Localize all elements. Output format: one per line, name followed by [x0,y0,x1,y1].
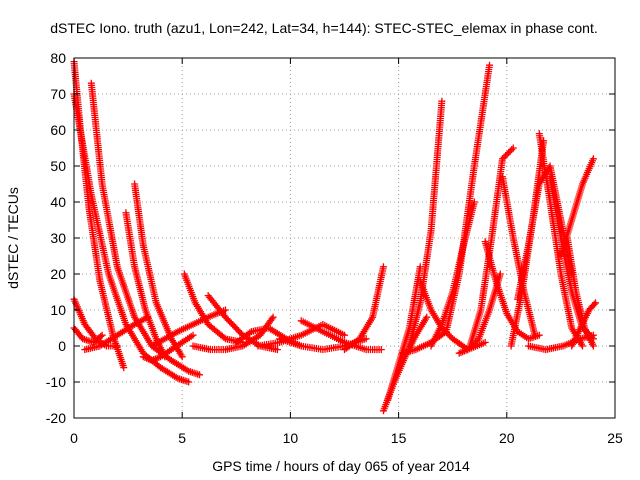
x-tick-label: 0 [70,430,78,446]
data-point [189,331,197,339]
y-tick-label: 70 [50,86,66,102]
y-tick-label: 40 [50,194,66,210]
data-point [503,150,511,158]
y-tick-label: 80 [50,50,66,66]
data-arc-5 [70,324,106,346]
data-point [341,331,348,339]
data-point [441,327,449,335]
data-point [113,342,121,350]
data-point [438,97,446,105]
y-axis-label: dSTEC / TECUs [5,187,21,289]
data-point [423,313,431,321]
y-tick-labels: -20 -10 0 10 20 30 40 50 60 70 80 [46,50,66,426]
data-point [579,342,587,350]
data-point [485,61,493,69]
x-tick-label: 20 [499,430,515,446]
data-point [196,371,204,379]
data-point [444,330,452,338]
data-arc-27 [481,238,543,343]
data-point [446,332,454,340]
data-point [500,153,508,161]
data-arc-20 [384,263,424,404]
data-point [443,329,451,337]
y-tick-label: 10 [50,302,66,318]
data-point [508,146,516,154]
data-arc-36 [524,331,597,354]
data-arc-9 [139,331,197,364]
data-point [589,155,597,163]
data-point [379,263,387,271]
data-arc-1 [70,58,128,372]
y-tick-label: 0 [58,338,66,354]
data-point [362,335,370,343]
data-point [496,270,504,278]
data-point [589,331,597,339]
data-arc-28 [498,173,539,339]
data-point [505,149,513,157]
data-point [592,299,600,307]
data-point [268,315,276,323]
data-arc-23 [427,198,478,350]
data-point [509,144,517,152]
data-point [589,342,597,350]
data-arc-11 [180,270,247,346]
data-point [120,364,128,372]
data-points [70,58,600,415]
data-point [98,331,106,339]
data-point [273,346,281,354]
y-tick-label: 20 [50,266,66,282]
chart-title: dSTEC Iono. truth (azu1, Lon=242, Lat=34… [50,20,597,36]
data-arc-17 [297,317,385,354]
data-arc-24 [416,277,489,354]
data-arc-3 [87,79,204,379]
data-point [470,198,478,206]
data-arc-22 [399,61,493,357]
data-point [185,378,193,386]
data-arc-33 [557,155,597,260]
x-tick-label: 15 [391,430,407,446]
y-tick-label: -20 [46,410,66,426]
data-point [464,346,472,354]
data-point [498,155,506,163]
data-point [246,329,254,337]
y-tick-label: -10 [46,374,66,390]
x-tick-label: 25 [607,430,623,446]
data-point [269,313,277,321]
y-tick-label: 30 [50,230,66,246]
data-point [506,147,514,155]
data-arc-2 [70,90,193,386]
data-point [502,152,510,160]
data-point [531,331,539,339]
data-arc-18 [341,263,387,354]
data-point [97,332,105,340]
y-tick-label: 50 [50,158,66,174]
data-arc-6 [81,313,152,354]
axis-ticks [73,57,616,419]
data-arc-8 [131,180,186,361]
data-point [438,324,446,332]
x-tick-labels: 0 5 10 15 20 25 [70,430,623,446]
data-point [439,326,447,334]
data-point [590,300,598,308]
x-tick-label: 10 [283,430,299,446]
y-tick-label: 60 [50,122,66,138]
data-point [178,353,186,361]
x-tick-label: 5 [178,430,186,446]
data-point [481,338,489,346]
data-arc-35 [563,234,597,350]
x-axis-label: GPS time / hours of day 065 of year 2014 [212,458,470,474]
data-point [377,346,385,354]
